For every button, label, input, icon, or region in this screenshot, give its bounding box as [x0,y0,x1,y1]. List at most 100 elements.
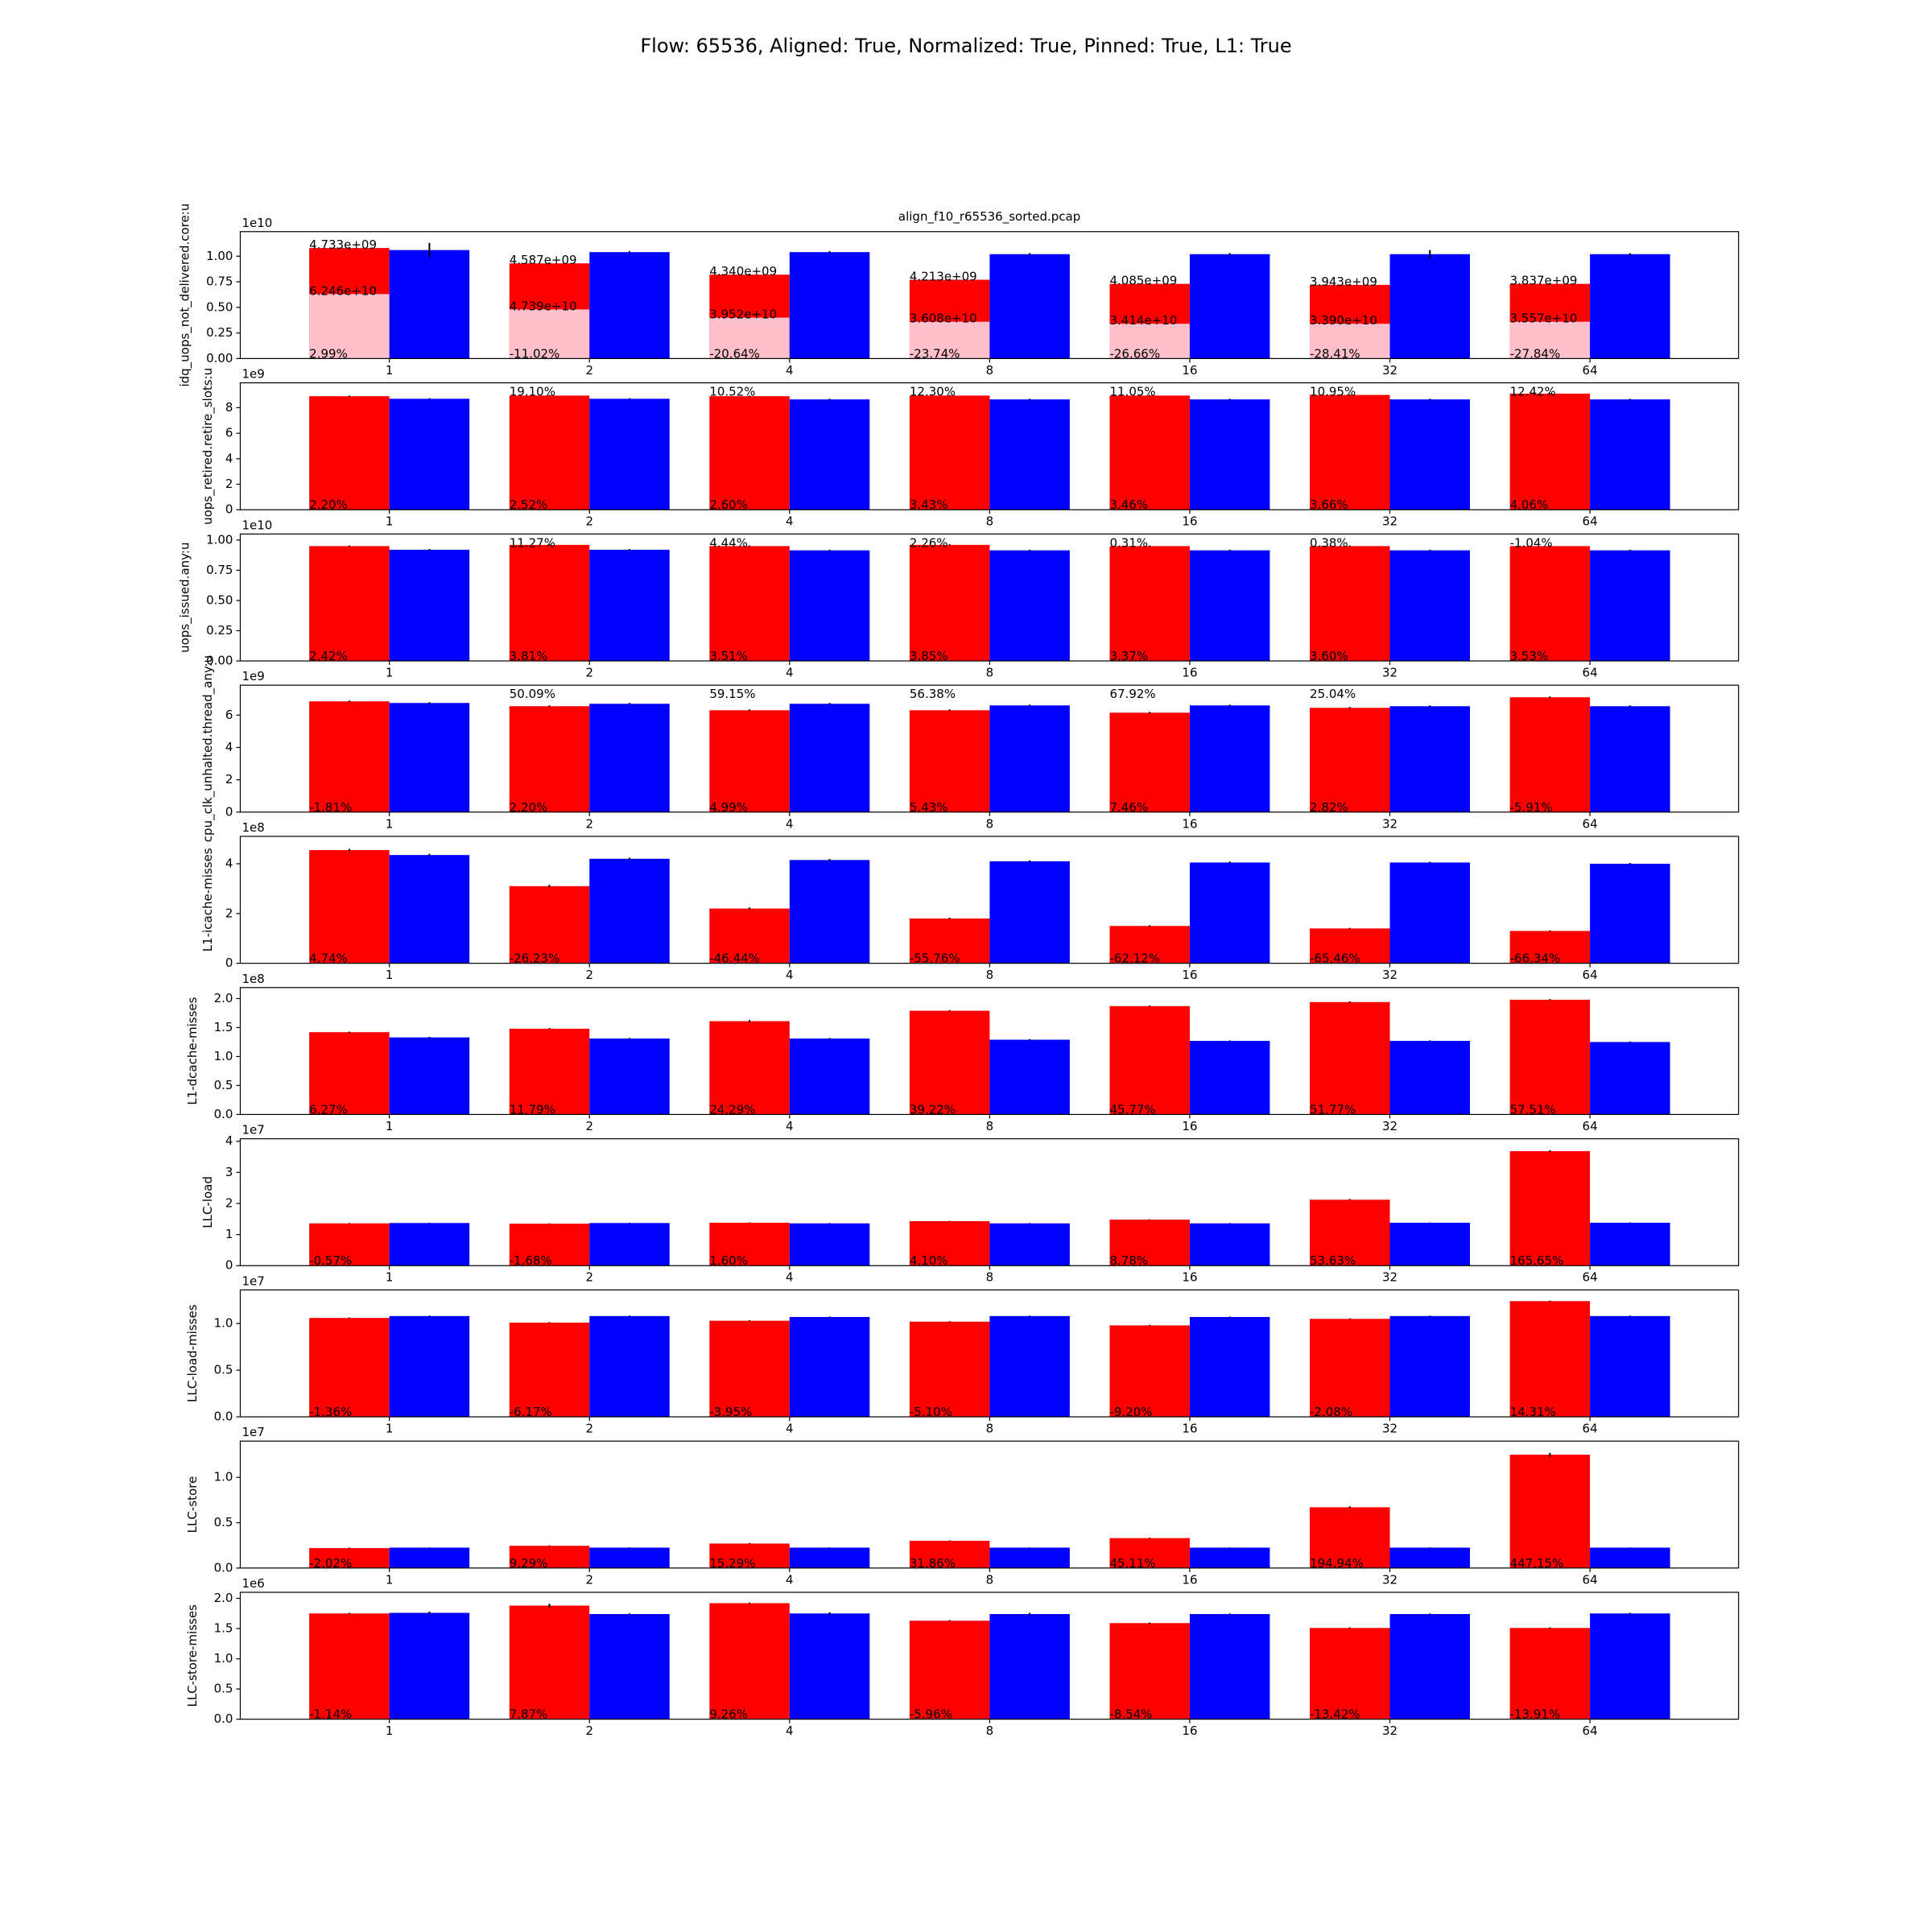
bar [589,858,670,964]
x-tick-label: 2 [585,1270,593,1285]
y-tick-label: 1 [225,1227,233,1241]
x-tick-label: 2 [585,514,593,529]
annotation: 2.20% [309,497,348,512]
x-tick-label: 64 [1583,968,1598,982]
x-tick-label: 16 [1182,1270,1197,1285]
x-tick-label: 4 [786,1270,794,1285]
annotation: 4.587e+09 [510,253,577,267]
x-tick-label: 64 [1583,1572,1598,1587]
bar [309,701,390,812]
annotation: 6.27% [309,1102,348,1117]
annotation: 3.43% [910,497,948,512]
bar [509,1028,590,1115]
x-tick-label: 64 [1583,514,1598,529]
y-tick-label: 0.00 [206,654,233,668]
annotation: 3.37% [1109,649,1148,663]
bar [309,396,390,510]
annotation: 2.20% [510,800,548,815]
bar [1109,1623,1190,1719]
offset-text: 1e8 [242,972,264,986]
bar [509,1322,590,1418]
bar [1189,1223,1270,1266]
bar [789,550,870,662]
bar [1509,1455,1591,1568]
bar [1109,712,1190,812]
annotation: -1.04% [1510,535,1553,550]
x-tick-label: 64 [1583,666,1598,680]
y-tick-label: 4 [225,451,233,465]
y-tick-label: 2 [225,772,233,786]
bar [389,703,470,812]
y-tick-label: 0.50 [206,592,233,607]
bar [989,254,1070,359]
bar [789,860,870,964]
annotation: -26.23% [510,952,560,966]
y-axis-label: L1-icache-misses [200,848,215,952]
offset-text: 1e10 [242,518,272,532]
bar [1389,550,1471,662]
offset-text: 1e7 [242,1425,264,1439]
x-tick-label: 16 [1182,1119,1197,1133]
annotation: 11.79% [510,1102,555,1117]
y-tick-label: 0.75 [206,275,233,289]
x-tick-label: 4 [786,968,794,982]
y-tick-label: 1.5 [214,1621,233,1636]
bar [1590,254,1670,359]
axes-frame [239,382,1740,510]
bar [1590,1222,1670,1266]
annotation: 2.60% [709,497,748,512]
annotation: -20.64% [709,346,760,361]
x-tick-label: 32 [1382,666,1397,680]
x-tick-label: 1 [386,514,394,529]
bar [389,1315,470,1418]
bar [309,1318,390,1418]
annotation: 9.26% [709,1707,748,1722]
bar [1109,1220,1190,1266]
bar [1310,324,1390,359]
annotation: -0.57% [309,1253,352,1268]
annotation: -8.54% [1109,1707,1152,1722]
y-tick-label: 0.0 [214,1560,233,1575]
x-tick-label: 4 [786,1572,794,1587]
bar [989,1223,1070,1266]
bar [1189,1614,1270,1719]
bar [989,1547,1070,1568]
annotation: -27.84% [1510,346,1561,361]
bar [989,550,1070,662]
x-tick-label: 4 [786,363,794,378]
annotation: 57.51% [1510,1102,1556,1117]
annotation: -1.81% [309,800,352,815]
annotation: 45.77% [1109,1102,1155,1117]
bar [709,1603,790,1719]
x-tick-label: 8 [986,666,994,680]
annotation: 3.414e+10 [1109,313,1177,328]
bar [989,705,1070,812]
offset-text: 1e7 [242,1123,264,1137]
y-tick-label: 0.75 [206,563,233,577]
axes-frame [239,1137,1740,1266]
annotation: 3.837e+09 [1510,274,1578,288]
x-tick-label: 1 [386,1270,394,1285]
bar [1509,1151,1591,1266]
bar [1389,254,1471,359]
annotation: 10.52% [709,385,755,399]
bar [1590,706,1670,812]
annotation: -65.46% [1310,952,1360,966]
annotation: 25.04% [1310,687,1356,701]
bar [389,398,470,510]
y-tick-label: 0 [225,1258,233,1273]
y-tick-label: 0 [225,956,233,970]
bar [1590,1042,1670,1115]
x-tick-label: 8 [986,1119,994,1133]
bar [909,710,990,812]
bar [1590,399,1670,510]
y-tick-label: 2 [225,1195,233,1210]
bar [989,861,1070,964]
x-tick-label: 1 [386,1572,394,1587]
annotation: 15.29% [709,1556,755,1571]
bar [309,1223,390,1266]
x-tick-label: 16 [1182,363,1197,378]
y-tick-label: 0.0 [214,1711,233,1726]
annotation: -13.91% [1510,1707,1561,1722]
y-tick-label: 0.25 [206,623,233,638]
